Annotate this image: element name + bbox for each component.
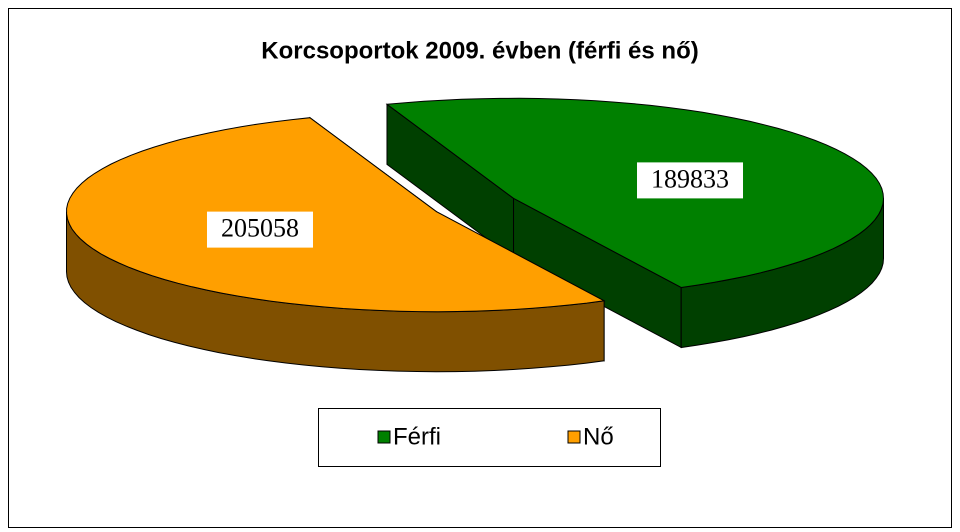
data-label-box bbox=[637, 162, 744, 199]
legend-swatch bbox=[377, 430, 391, 444]
legend-swatch bbox=[567, 430, 581, 444]
legend-label: Férfi bbox=[393, 423, 441, 450]
slice bbox=[385, 97, 885, 289]
data-label-box bbox=[206, 211, 313, 248]
legend-box bbox=[318, 408, 661, 467]
data-label: 189833 bbox=[651, 164, 729, 193]
data-label: 205058 bbox=[221, 214, 299, 243]
slice bbox=[66, 117, 606, 313]
legend-label: Nő bbox=[583, 423, 614, 450]
chart-title: Korcsoportok 2009. évben (férfi és nő) bbox=[261, 37, 698, 64]
